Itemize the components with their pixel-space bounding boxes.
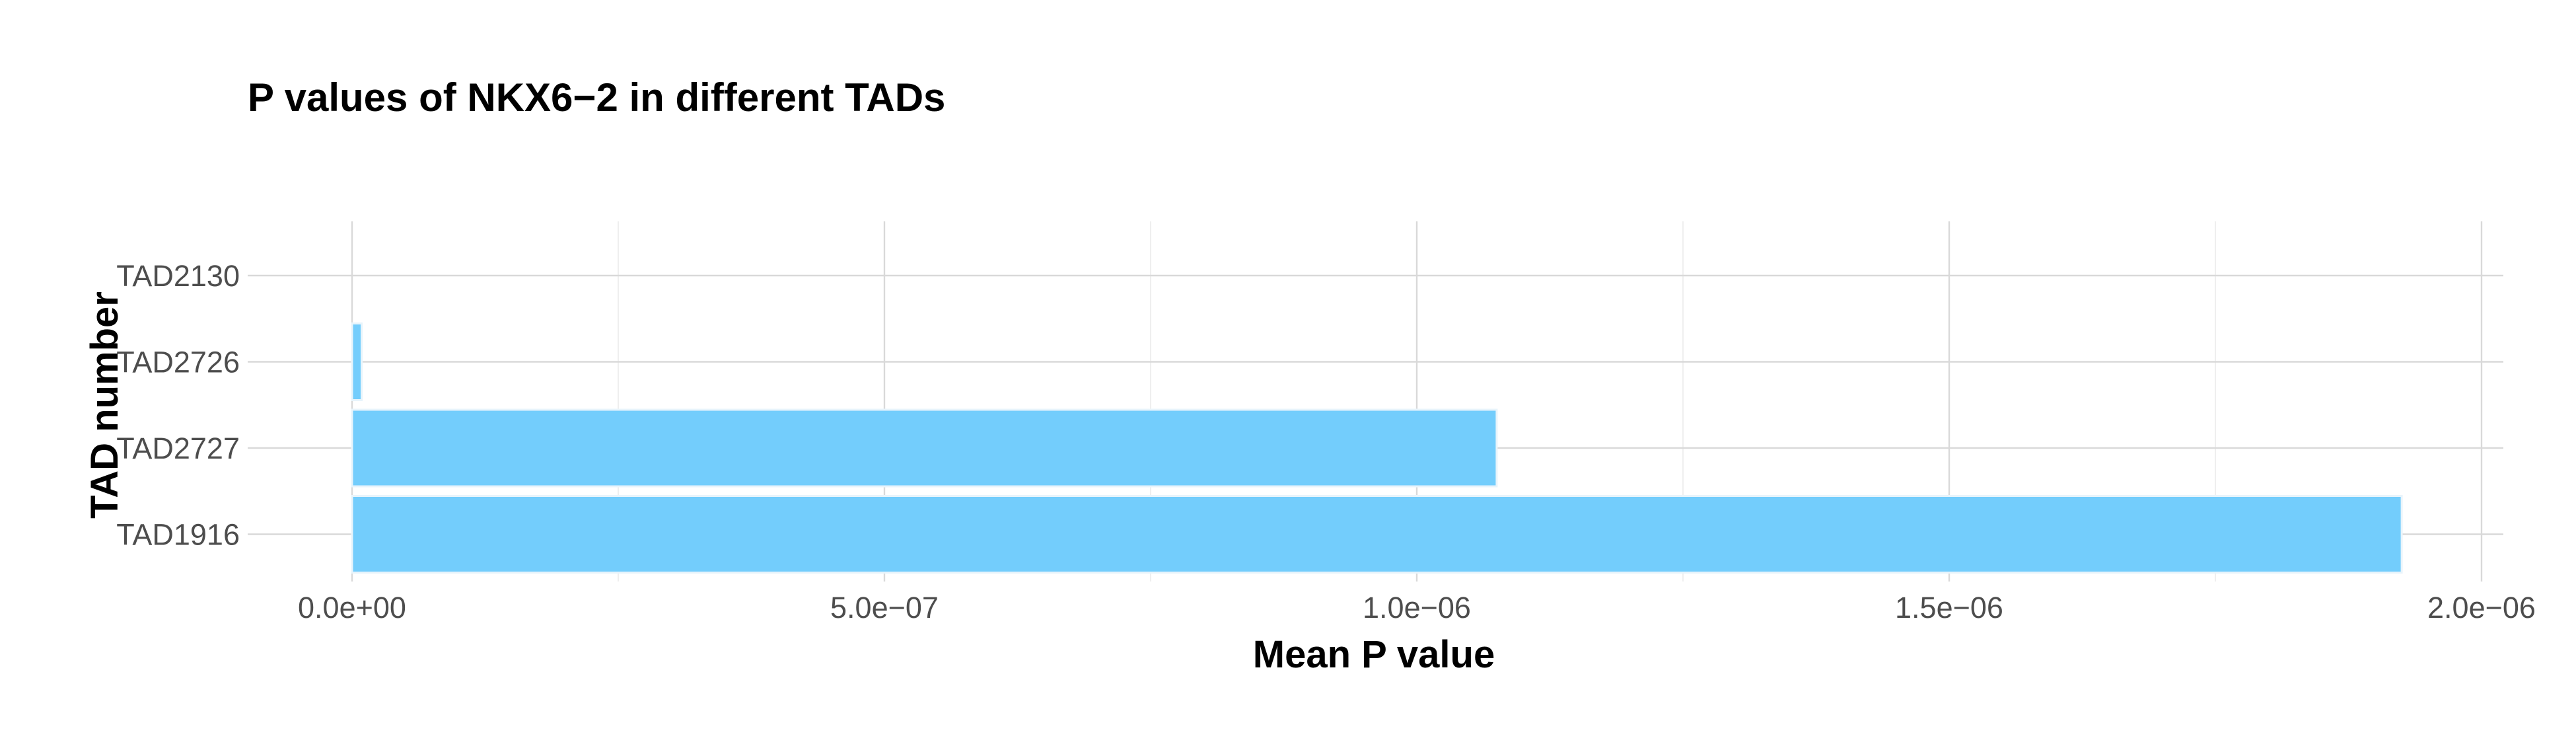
x-tick-label: 1.0e−06	[1363, 591, 1471, 624]
x-tick-label: 5.0e−07	[830, 591, 939, 624]
x-axis-title: Mean P value	[1253, 633, 1495, 676]
chart-title: P values of NKX6−2 in different TADs	[248, 75, 945, 120]
y-axis-ticks: TAD2130 TAD2726 TAD2727 TAD1916	[116, 259, 240, 552]
y-tick-label: TAD2130	[116, 259, 240, 293]
bar-tad2727	[351, 408, 1498, 488]
y-tick-label: TAD2726	[116, 346, 240, 379]
bar-tad2726	[351, 322, 363, 401]
y-tick-label: TAD1916	[116, 518, 240, 552]
x-tick-label: 1.5e−06	[1895, 591, 2003, 624]
x-tick-label: 0.0e+00	[298, 591, 406, 624]
y-tick-label: TAD2727	[116, 432, 240, 465]
x-axis-ticks: 0.0e+00 5.0e−07 1.0e−06 1.5e−06 2.0e−06	[298, 591, 2536, 624]
bars	[351, 322, 2403, 574]
x-tick-label: 2.0e−06	[2427, 591, 2536, 624]
bar-tad1916	[351, 495, 2403, 574]
y-axis-title: TAD number	[83, 291, 126, 519]
